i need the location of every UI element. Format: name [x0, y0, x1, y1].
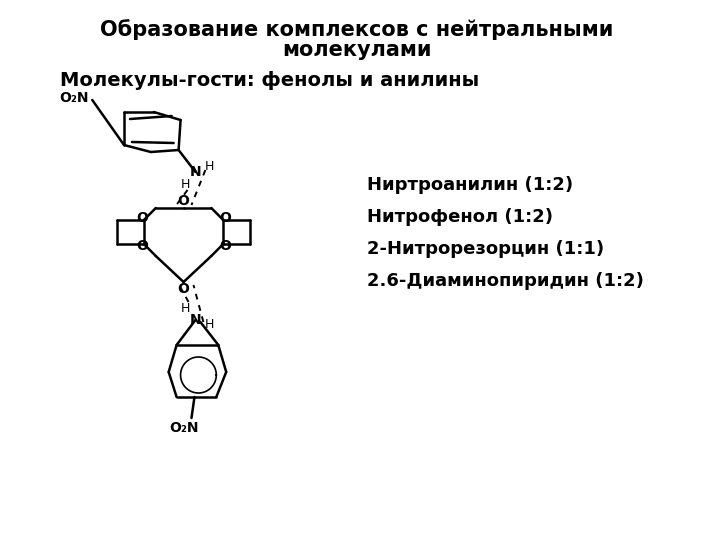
Text: Образование комплексов с нейтральными: Образование комплексов с нейтральными — [101, 19, 614, 40]
Text: 2-Нитрорезорцин (1:1): 2-Нитрорезорцин (1:1) — [367, 240, 604, 258]
Text: H: H — [181, 178, 190, 191]
Text: молекулами: молекулами — [282, 40, 432, 60]
Text: O: O — [136, 211, 148, 225]
Text: O₂N: O₂N — [60, 91, 89, 105]
Text: 2.6-Диаминопиридин (1:2): 2.6-Диаминопиридин (1:2) — [367, 272, 644, 290]
Text: N: N — [189, 313, 202, 327]
Text: H: H — [204, 319, 214, 332]
Text: Нитрофенол (1:2): Нитрофенол (1:2) — [367, 208, 553, 226]
Text: O: O — [220, 211, 231, 225]
Text: H: H — [204, 160, 214, 173]
Text: O: O — [220, 239, 231, 253]
Text: Ниртроанилин (1:2): Ниртроанилин (1:2) — [367, 176, 573, 194]
Text: O: O — [136, 239, 148, 253]
Text: O: O — [178, 282, 189, 296]
Text: N: N — [189, 165, 202, 179]
Text: O: O — [178, 194, 189, 208]
Text: H: H — [181, 301, 190, 314]
Text: O₂N: O₂N — [168, 421, 198, 435]
Text: Молекулы-гости: фенолы и анилины: Молекулы-гости: фенолы и анилины — [60, 71, 479, 90]
